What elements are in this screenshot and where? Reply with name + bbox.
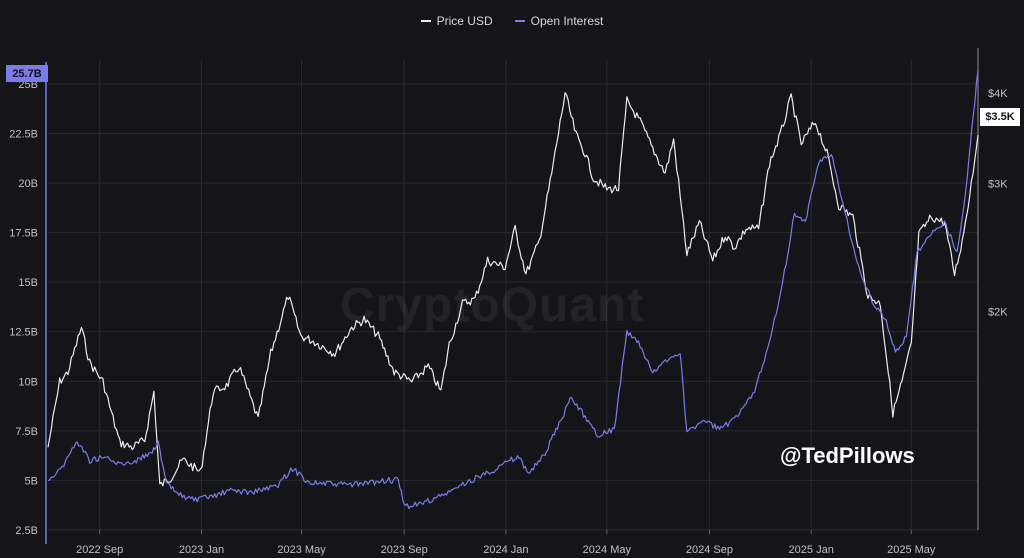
left-tick-label: 5B xyxy=(25,475,38,487)
legend-label-price: Price USD xyxy=(436,14,493,28)
series-layer xyxy=(47,69,979,510)
left-tick-label: 15B xyxy=(18,277,38,289)
left-axis-current-badge: 25.7B xyxy=(6,65,48,82)
right-tick-label: $4K xyxy=(988,88,1008,100)
legend-label-oi: Open Interest xyxy=(530,14,604,28)
left-tick-label: 20B xyxy=(18,178,38,190)
author-handle: @TedPillows xyxy=(780,443,915,468)
series-line-price xyxy=(47,92,979,487)
right-axis: $2K $3K $4K xyxy=(977,48,1008,530)
left-tick-label: 12.5B xyxy=(9,327,38,339)
left-tick-label: 17.5B xyxy=(9,228,38,240)
x-tick-label: 2022 Sep xyxy=(76,544,123,556)
legend: Price USD Open Interest xyxy=(0,14,1024,28)
left-tick-label: 10B xyxy=(18,376,38,388)
legend-item-oi[interactable]: Open Interest xyxy=(514,14,604,28)
right-axis-current-badge: $3.5K xyxy=(980,108,1020,126)
left-tick-label: 2.5B xyxy=(15,525,38,537)
x-tick-label: 2024 Jan xyxy=(483,544,528,556)
legend-item-price[interactable]: Price USD xyxy=(420,14,493,28)
legend-swatch-oi xyxy=(514,20,525,22)
x-tick-label: 2025 Jan xyxy=(789,544,834,556)
x-tick-label: 2023 Jan xyxy=(179,544,224,556)
x-tick-label: 2025 May xyxy=(887,544,936,556)
legend-swatch-price xyxy=(420,20,431,22)
left-tick-label: 7.5B xyxy=(15,426,38,438)
x-tick-label: 2023 Sep xyxy=(381,544,428,556)
x-tick-label: 2024 Sep xyxy=(686,544,733,556)
right-tick-label: $3K xyxy=(988,179,1008,191)
x-tick-label: 2023 May xyxy=(277,544,326,556)
series-line-open-interest xyxy=(47,69,979,510)
x-axis: 2022 Sep 2023 Jan 2023 May 2023 Sep 2024 Jan… xyxy=(76,530,936,556)
left-tick-label: 22.5B xyxy=(9,128,38,140)
gridlines xyxy=(48,60,978,531)
right-tick-label: $2K xyxy=(988,306,1008,318)
watermark: CryptoQuant xyxy=(340,279,645,332)
x-tick-label: 2024 May xyxy=(583,544,632,556)
